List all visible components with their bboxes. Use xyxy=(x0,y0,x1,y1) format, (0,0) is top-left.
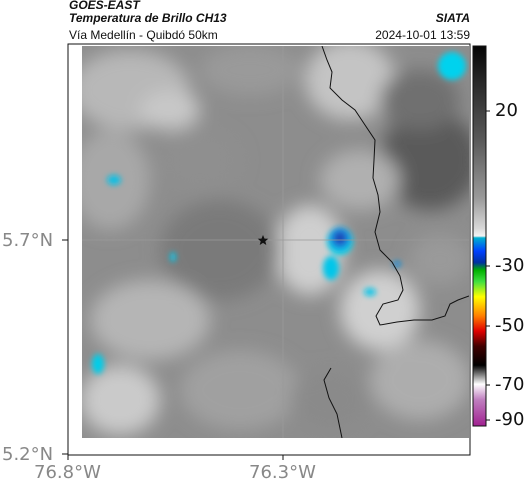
lon-label-2: 76.3°W xyxy=(249,462,316,483)
region-subtitle: Vía Medellín - Quibdó 50km xyxy=(69,28,218,42)
lat-label-1: 5.7°N xyxy=(2,230,54,251)
brightness-temperature-field xyxy=(82,46,469,438)
colorbar-tick-label: -70 xyxy=(495,374,525,395)
star-icon xyxy=(257,235,269,245)
colorbar-tick-label: 20 xyxy=(495,100,518,121)
colorbar xyxy=(472,45,487,427)
colorbar-tick-label: -50 xyxy=(495,315,525,336)
lat-label-2: 5.2°N xyxy=(2,444,54,465)
colorbar-tick-label: -90 xyxy=(495,409,525,430)
department-border xyxy=(321,46,469,326)
lon-label-1: 76.8°W xyxy=(34,462,101,483)
department-border-south xyxy=(323,367,343,438)
source-title: GOES-EAST xyxy=(69,0,140,12)
timestamp-label: 2024-10-01 13:59 xyxy=(375,28,470,42)
colorbar-tick-label: -30 xyxy=(495,255,525,276)
product-title: Temperatura de Brillo CH13 xyxy=(69,11,227,25)
organization-label: SIATA xyxy=(435,11,470,25)
